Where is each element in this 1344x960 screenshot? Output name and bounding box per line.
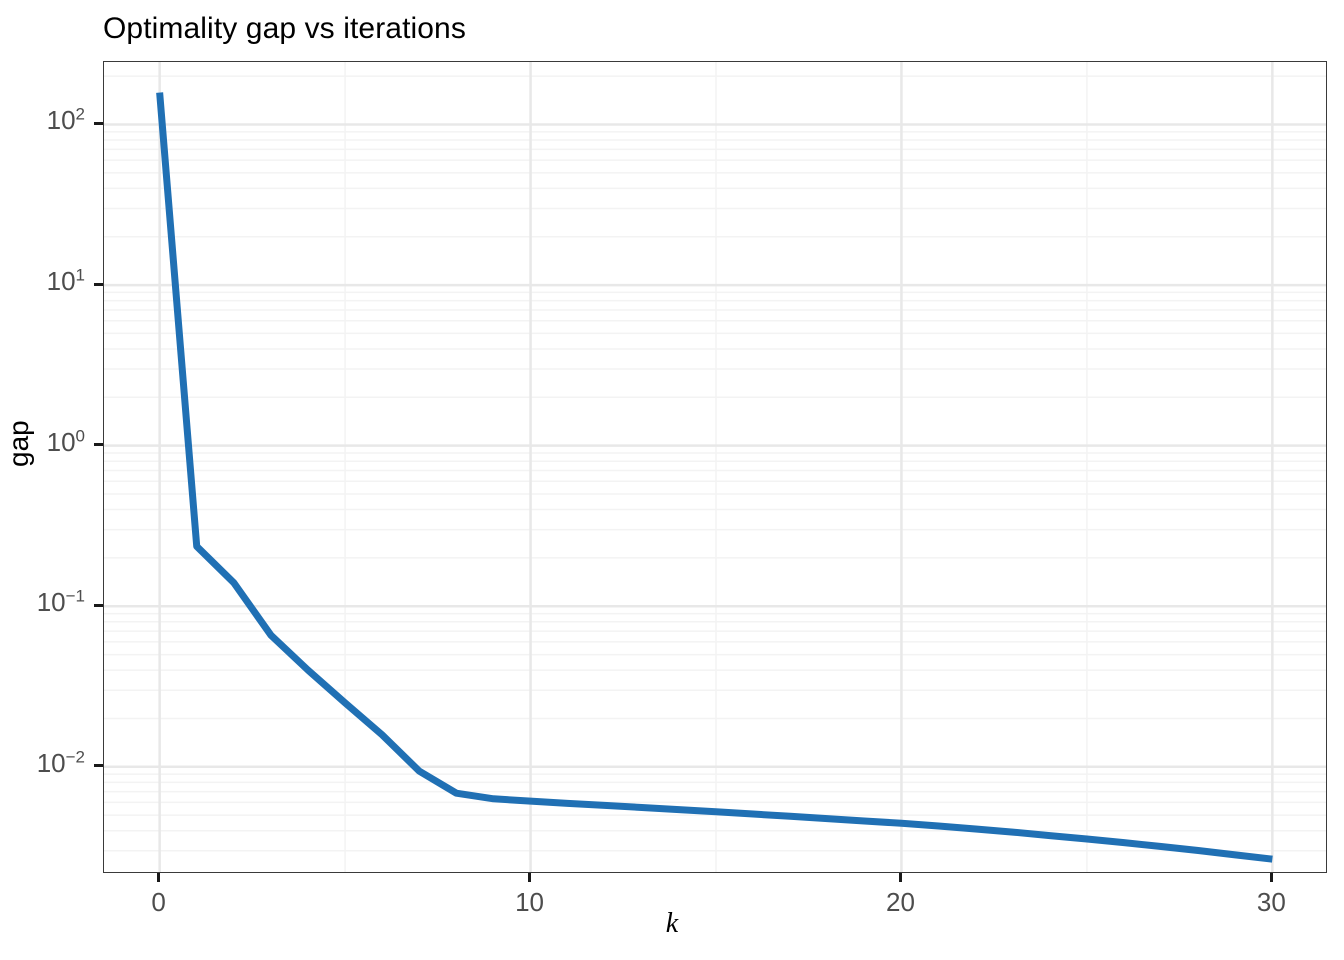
x-tick-mark (1269, 873, 1273, 882)
x-tick-label: 30 (1256, 887, 1286, 917)
x-tick-mark (157, 873, 161, 882)
y-tick-label: 100 (46, 425, 85, 457)
data-series-line-gap (156, 92, 1273, 863)
x-tick-label: 20 (885, 887, 915, 917)
major-gridlines-x (158, 62, 1274, 872)
x-axis-title: k (665, 908, 679, 939)
x-tick-label: 0 (151, 887, 166, 917)
minor-gridlines (104, 62, 1326, 872)
x-tick-label: 10 (515, 887, 544, 917)
major-gridlines-y (104, 123, 1326, 769)
y-tick-mark (94, 603, 103, 607)
x-tick-mark (898, 873, 902, 882)
page-title: Optimality gap vs iterations (103, 12, 466, 45)
y-tick-mark (94, 764, 103, 768)
y-tick-mark (94, 282, 103, 286)
x-tick-mark (528, 873, 532, 882)
y-tick-mark (94, 443, 103, 447)
y-tick-label: 101 (46, 265, 85, 297)
y-tick-mark (94, 121, 103, 125)
plot-panel (103, 61, 1327, 873)
y-axis-title: gap (3, 420, 34, 467)
y-tick-label: 102 (46, 104, 85, 136)
y-tick-label: 10−1 (36, 586, 85, 618)
plot-area-svg (104, 62, 1326, 872)
y-tick-label: 10−2 (36, 747, 85, 778)
